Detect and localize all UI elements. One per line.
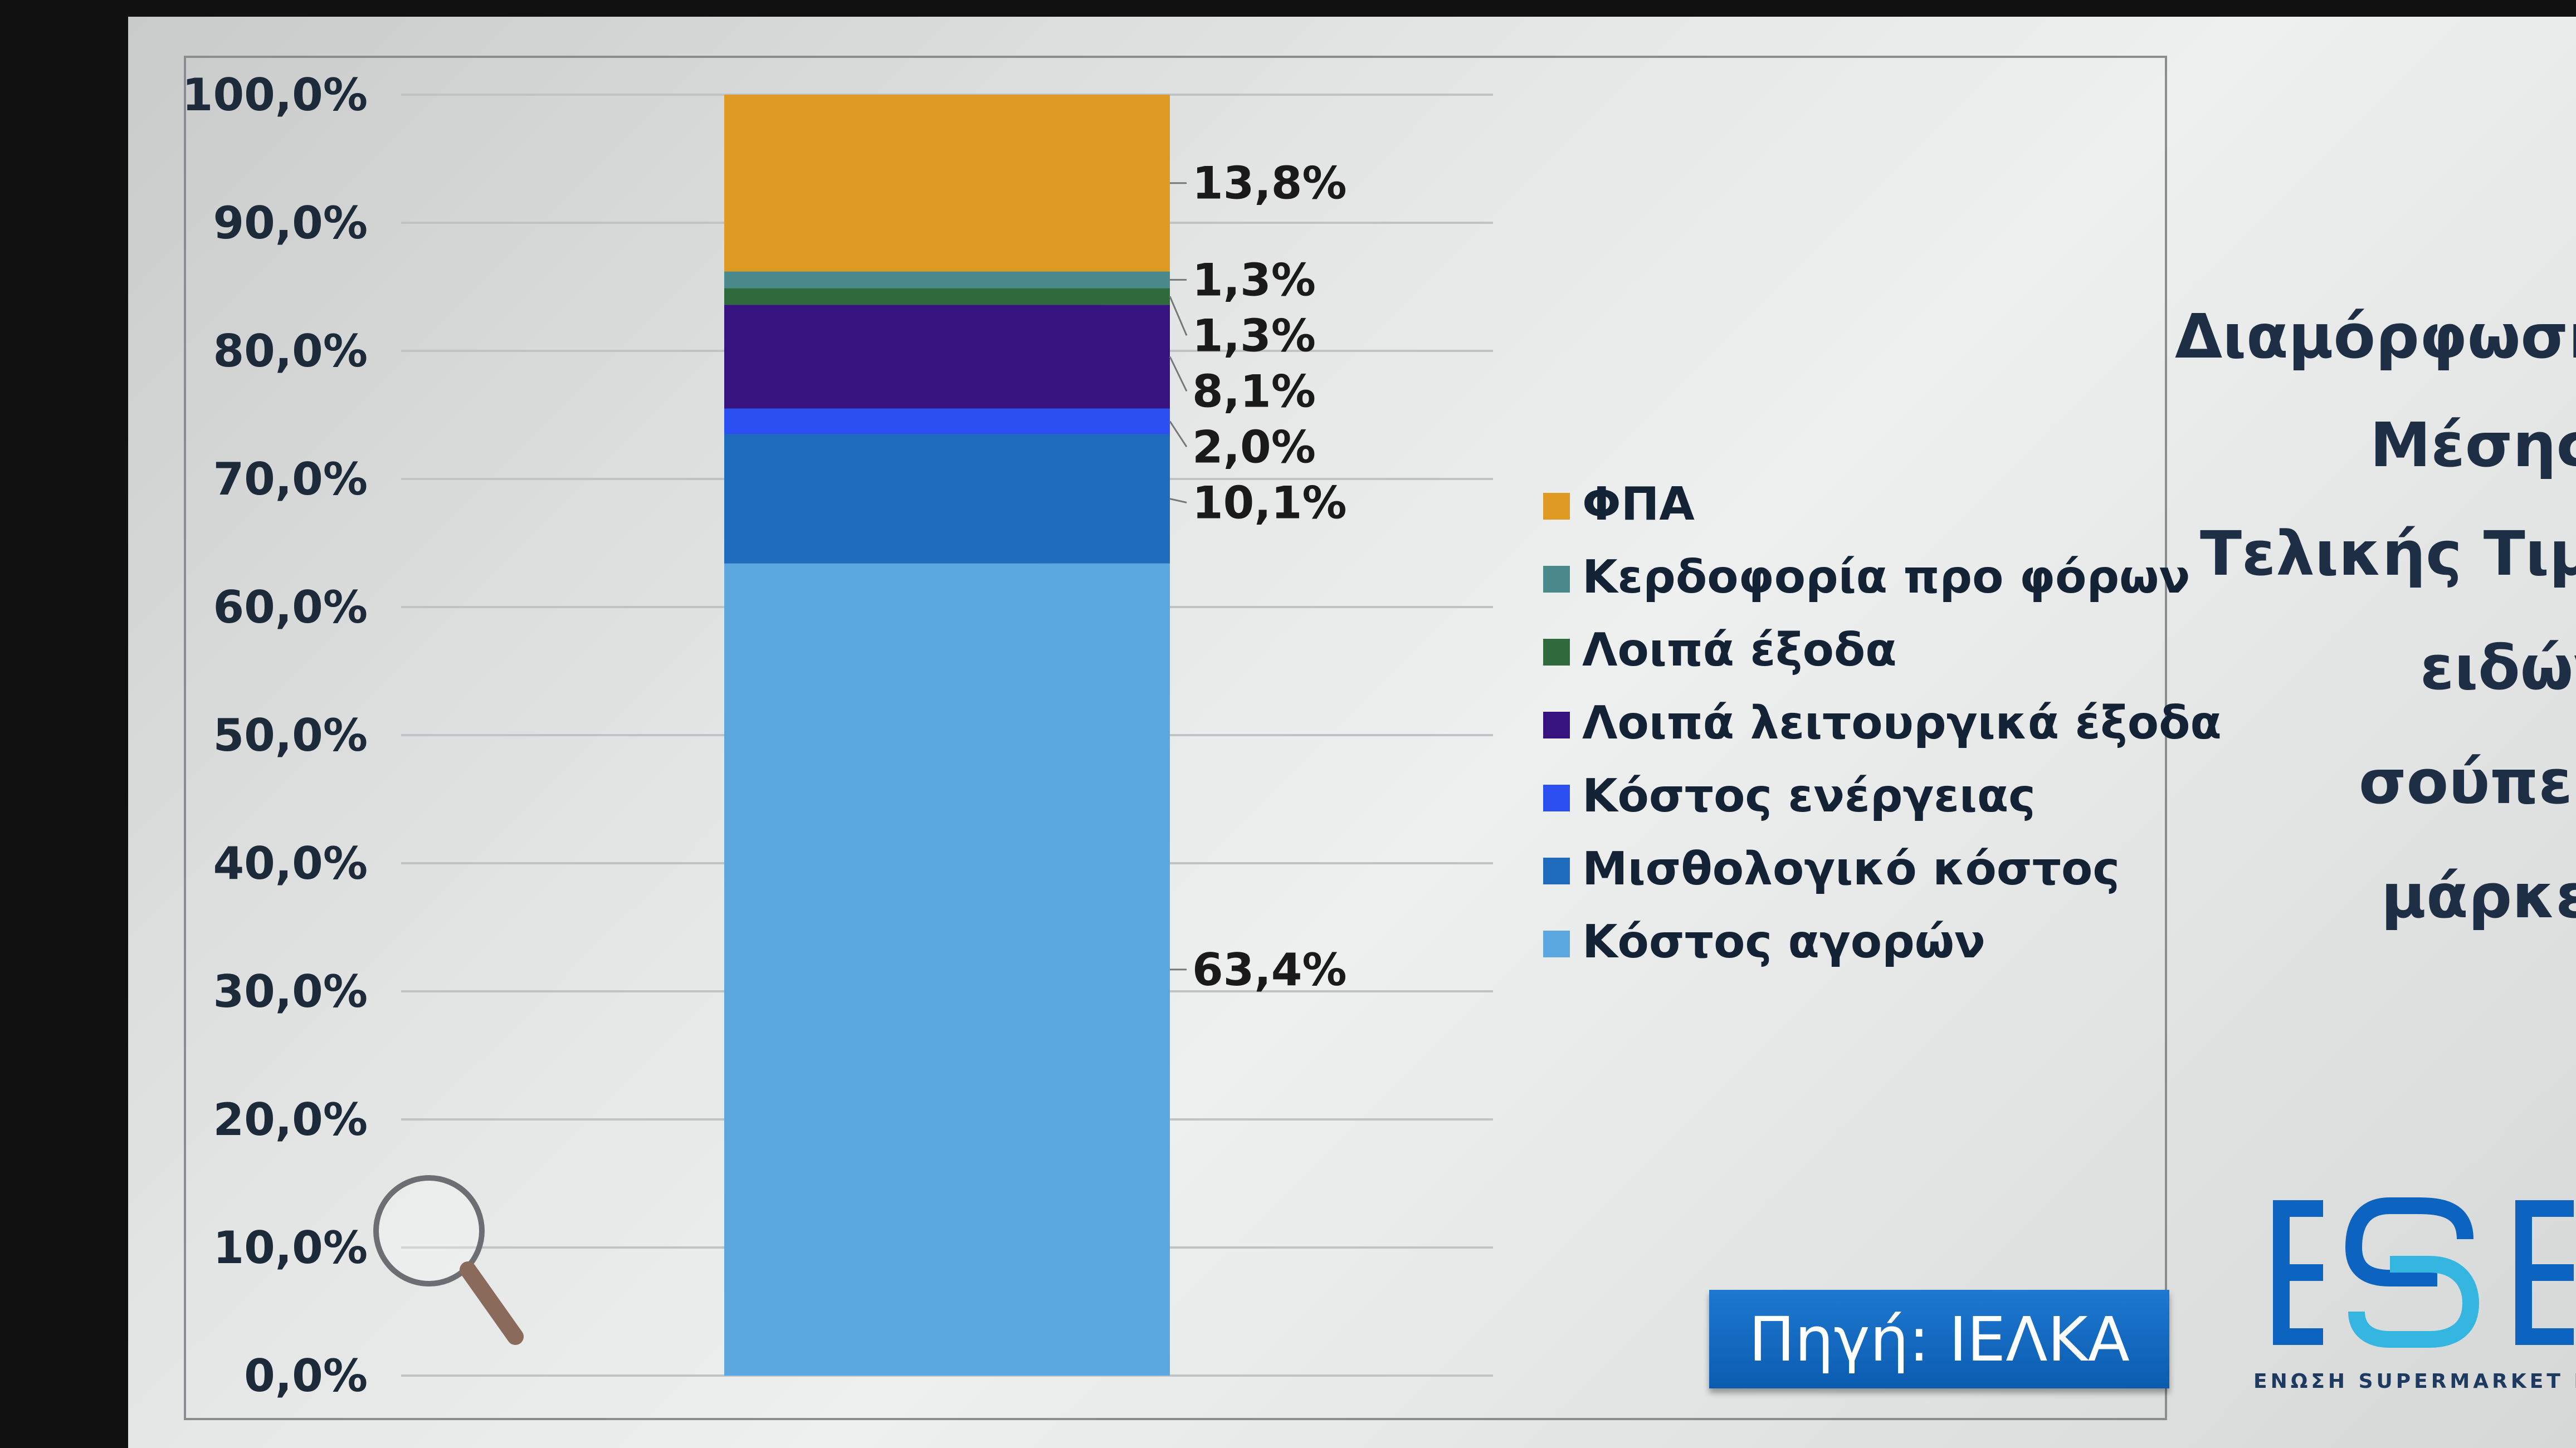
bar-segment <box>724 563 1170 1376</box>
y-tick-label: 90,0% <box>213 197 368 249</box>
legend-swatch <box>1543 858 1570 884</box>
legend-label: ΦΠΑ <box>1582 478 1695 531</box>
y-tick-label: 50,0% <box>213 710 368 761</box>
data-label: 13,8% <box>1192 158 1347 209</box>
data-label: 63,4% <box>1192 944 1347 996</box>
logo-subtitle: ΕΝΩΣΗ SUPERMARKET ΕΛΛΑΔΟΣ <box>2253 1370 2576 1393</box>
bar-segment <box>724 408 1170 434</box>
title-line: ειδών <box>2420 632 2576 703</box>
y-tick-label: 100,0% <box>182 69 368 121</box>
bar-segment <box>724 95 1170 272</box>
leader-line <box>1169 498 1187 503</box>
data-label: 1,3% <box>1192 254 1316 306</box>
title-line: σούπερ <box>2359 746 2576 818</box>
y-tick-label: 40,0% <box>213 838 368 889</box>
legend-label: Λοιπά λειτουργικά έξοδα <box>1582 697 2222 750</box>
legend-swatch <box>1543 712 1570 738</box>
y-tick-label: 60,0% <box>213 581 368 633</box>
legend-label: Μισθολογικό κόστος <box>1582 843 2120 896</box>
magnifier-icon <box>373 1175 524 1345</box>
leader-line <box>1169 296 1188 336</box>
data-label: 8,1% <box>1192 365 1316 417</box>
y-tick-label: 80,0% <box>213 325 368 377</box>
bar-segment <box>724 288 1170 305</box>
bar-segment <box>724 434 1170 564</box>
legend-swatch <box>1543 566 1570 593</box>
ese-logo-mark <box>2273 1197 2574 1348</box>
y-tick-label: 0,0% <box>244 1350 368 1402</box>
legend-label: Κερδοφορία προ φόρων <box>1582 551 2190 604</box>
leader-line <box>1169 356 1188 392</box>
source-badge: Πηγή: ΙΕΛΚΑ <box>1709 1290 2169 1388</box>
title-line: Διαμόρφωση <box>2175 301 2576 372</box>
legend-swatch <box>1543 493 1570 520</box>
data-label: 10,1% <box>1192 477 1347 529</box>
legend-swatch <box>1543 931 1570 957</box>
legend-label: Λοιπά έξοδα <box>1582 624 1897 677</box>
title-line: Τελικής Τιμής <box>2200 518 2576 589</box>
y-tick-label: 30,0% <box>213 966 368 1017</box>
y-tick-label: 20,0% <box>213 1094 368 1146</box>
bar-segment <box>724 305 1170 409</box>
slide-title: Διαμόρφωση Μέσης Τελικής Τιμής ειδών σού… <box>2169 278 2576 936</box>
slide-background <box>128 17 2576 1448</box>
title-line: Μέσης <box>2370 409 2576 481</box>
legend-label: Κόστος αγορών <box>1582 916 1985 968</box>
legend-label: Κόστος ενέργειας <box>1582 770 2036 823</box>
data-label: 1,3% <box>1192 310 1316 361</box>
bar-segment <box>724 271 1170 288</box>
legend-swatch <box>1543 785 1570 811</box>
ese-logo: ΕΝΩΣΗ SUPERMARKET ΕΛΛΑΔΟΣ <box>2251 1186 2576 1398</box>
legend-swatch <box>1543 639 1570 666</box>
title-line: μάρκετ <box>2381 860 2576 932</box>
chart-frame <box>184 56 2167 1420</box>
leader-line <box>1169 420 1188 448</box>
y-tick-label: 70,0% <box>213 453 368 505</box>
y-tick-label: 10,0% <box>213 1222 368 1274</box>
data-label: 2,0% <box>1192 421 1316 473</box>
